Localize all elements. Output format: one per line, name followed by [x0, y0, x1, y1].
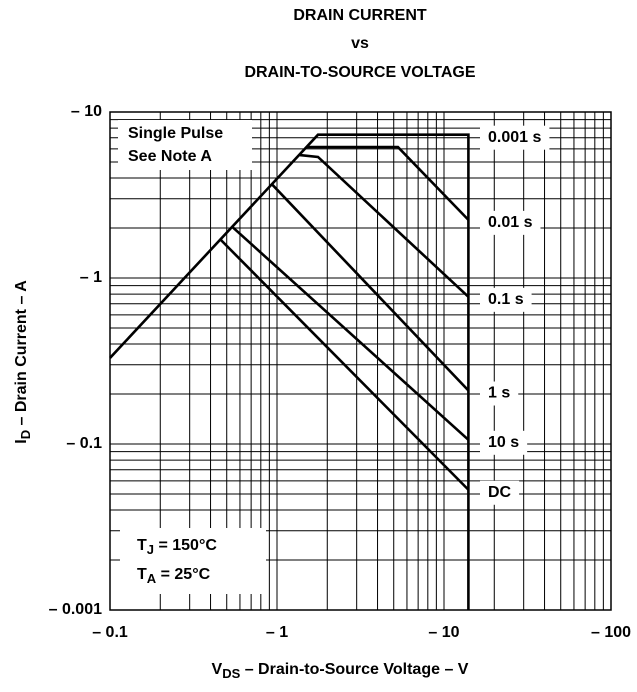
annotation: Single Pulse: [128, 125, 223, 142]
x-tick-label: – 100: [591, 624, 631, 641]
y-tick-label: – 0.1: [66, 435, 102, 452]
x-tick-label: – 0.1: [92, 624, 128, 641]
plot-frame: [109, 111, 612, 611]
series-label: DC: [488, 484, 512, 501]
x-axis-label: VDS – Drain-to-Source Voltage – V: [212, 661, 469, 681]
curve: [231, 225, 470, 441]
y-tick-label: – 0.001: [49, 601, 102, 618]
curve: [109, 133, 470, 610]
series-label: 10 s: [488, 434, 519, 451]
annotation-box: [118, 120, 252, 170]
label-box: [480, 287, 532, 312]
series-label: 0.001 s: [488, 129, 541, 146]
label-box: [480, 480, 520, 505]
curve: [219, 238, 470, 491]
y-tick-label: – 10: [71, 103, 102, 120]
x-tick-label: – 10: [428, 624, 459, 641]
y-axis-label: ID – Drain Current – A: [13, 280, 33, 444]
chart-title: DRAIN CURRENT: [293, 7, 427, 24]
x-tick-label: – 1: [266, 624, 288, 641]
annotation: See Note A: [128, 148, 212, 165]
label-box: [480, 125, 550, 150]
series-label: 1 s: [488, 385, 510, 402]
chart-title: vs: [351, 35, 369, 52]
curve: [299, 153, 470, 298]
y-tick-label: – 1: [80, 269, 102, 286]
series-label: 0.01 s: [488, 214, 533, 231]
annotation-box: [120, 528, 266, 594]
label-box: [480, 381, 519, 406]
chart-title: DRAIN-TO-SOURCE VOLTAGE: [244, 64, 475, 81]
label-box: [480, 430, 528, 455]
annotation: TJ = 150°C: [137, 537, 217, 557]
annotation: TA = 25°C: [137, 566, 211, 586]
series-label: 0.1 s: [488, 291, 524, 308]
curve: [270, 183, 470, 392]
label-box: [480, 210, 541, 235]
curve: [306, 145, 470, 221]
